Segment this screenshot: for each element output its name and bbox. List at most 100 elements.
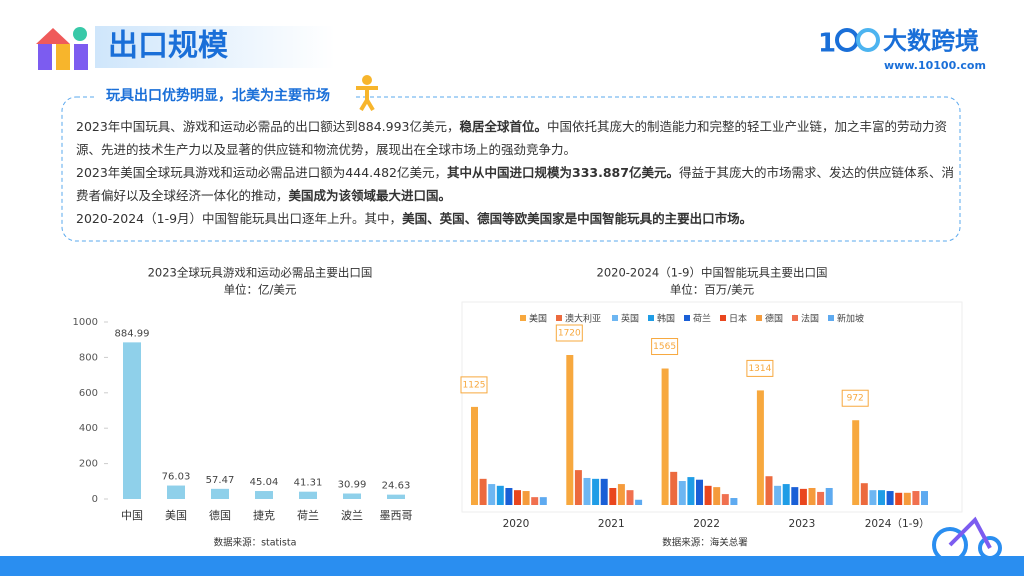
chart2-panel: [461, 301, 963, 513]
title-band: [95, 26, 335, 68]
bar: [496, 485, 504, 505]
y-tick-label: 600: [79, 388, 98, 399]
x-tick-label: 美国: [165, 509, 187, 522]
bar: [860, 483, 868, 505]
bar: [808, 487, 816, 505]
bar: [921, 491, 928, 505]
y-tick-label: 200: [79, 459, 98, 470]
bar: [617, 484, 625, 505]
text: 得益于其庞大的市场需求、发达的供应链体系、消费者偏好以及全球经济一体化的推动，: [76, 165, 954, 203]
bar: [852, 420, 860, 505]
bar: [471, 406, 478, 505]
x-tick-label: 中国: [121, 509, 143, 522]
text: 2023年中国玩具、游戏和运动必需品的出口额达到884.993亿美元，: [76, 119, 460, 134]
section-heading: 玩具出口优势明显，北美为主要市场: [106, 87, 330, 104]
x-tick-label: 捷克: [253, 508, 275, 522]
footer-bar: [0, 556, 1024, 576]
legend-swatch: [612, 315, 618, 321]
bar: [696, 479, 703, 505]
bar: [514, 490, 521, 505]
text-box: [61, 96, 961, 242]
source: 数据来源：海关总署: [662, 537, 748, 549]
bar: [531, 497, 539, 505]
y-tick-label: 800: [79, 352, 98, 363]
bar: [817, 491, 825, 505]
paragraph: 2020-2024（1-9月）中国智能玩具出口逐年上升。其中，美国、英国、德国等…: [76, 207, 956, 230]
bar: [123, 342, 141, 499]
legend-swatch: [792, 315, 798, 321]
data-label: 884.99: [115, 328, 150, 339]
data-label: 24.63: [382, 481, 411, 492]
legend-label: 新加坡: [837, 313, 864, 325]
title-icon: [36, 27, 88, 70]
data-label: 1720: [558, 329, 581, 339]
paragraph: 2023年中国玩具、游戏和运动必需品的出口额达到884.993亿美元，稳居全球首…: [76, 115, 956, 161]
bar: [765, 476, 773, 505]
bar: [505, 487, 513, 505]
x-tick-label: 2020: [503, 518, 530, 530]
data-label: 76.03: [162, 472, 191, 483]
legend-label: 澳大利亚: [565, 313, 601, 325]
bar: [211, 488, 229, 499]
label-box: [555, 324, 583, 342]
bold-text: 美国、英国、德国等欧美国家是中国智能玩具的主要出口市场。: [402, 211, 753, 226]
bar: [774, 485, 782, 505]
x-tick-label: 2022: [693, 518, 720, 530]
legend-swatch: [520, 315, 526, 321]
svg-text:1: 1: [818, 29, 836, 59]
bike-icon: [932, 516, 1002, 563]
bold-text: 其中从中国进口规模为333.887亿美元。: [447, 165, 679, 180]
data-label: 30.99: [338, 480, 367, 491]
chart-subtitle: 单位：百万/美元: [670, 283, 755, 297]
bar: [670, 471, 678, 505]
bar: [566, 355, 574, 505]
legend-swatch: [556, 315, 562, 321]
bar: [479, 478, 487, 505]
description: 2023年中国玩具、游戏和运动必需品的出口额达到884.993亿美元，稳居全球首…: [76, 115, 956, 230]
bar: [539, 497, 547, 505]
bar: [704, 485, 712, 505]
data-label: 1314: [748, 364, 771, 374]
bar: [903, 492, 911, 505]
bar: [895, 492, 903, 505]
bold-text: 稳居全球首位。: [459, 119, 548, 134]
bar: [886, 491, 894, 505]
legend-label: 法国: [801, 313, 819, 325]
bar: [488, 484, 496, 505]
figure-icon: [356, 75, 378, 112]
x-tick-label: 2021: [598, 518, 625, 530]
y-tick-label: 1000: [73, 317, 98, 328]
legend-label: 韩国: [657, 313, 675, 325]
text: 2020-2024（1-9月）中国智能玩具出口逐年上升。其中，: [76, 211, 403, 226]
bar: [791, 487, 799, 505]
data-label: 41.31: [294, 478, 323, 489]
bar: [878, 490, 885, 505]
bar: [626, 490, 634, 505]
bar: [609, 487, 617, 505]
data-label: 1565: [653, 342, 676, 352]
bar: [678, 481, 686, 505]
bar: [600, 478, 608, 505]
bar: [799, 488, 807, 505]
bar: [730, 498, 738, 505]
legend-label: 荷兰: [693, 313, 711, 325]
bar: [869, 490, 877, 505]
legend-label: 日本: [729, 313, 747, 325]
legend-label: 德国: [765, 313, 783, 325]
data-label: 972: [847, 394, 864, 404]
bar: [343, 493, 361, 499]
paragraph: 2023年美国全球玩具游戏和运动必需品进口额为444.482亿美元，其中从中国进…: [76, 161, 956, 207]
bar: [661, 368, 669, 505]
bar: [583, 477, 591, 505]
legend-swatch: [684, 315, 690, 321]
x-tick-label: 德国: [209, 508, 231, 522]
x-tick-label: 荷兰: [297, 509, 319, 522]
label-box: [746, 359, 774, 377]
data-label: 45.04: [250, 477, 279, 488]
legend-swatch: [648, 315, 654, 321]
legend-label: 英国: [621, 313, 639, 325]
x-tick-label: 墨西哥: [380, 509, 413, 522]
data-label: 57.47: [206, 475, 235, 486]
